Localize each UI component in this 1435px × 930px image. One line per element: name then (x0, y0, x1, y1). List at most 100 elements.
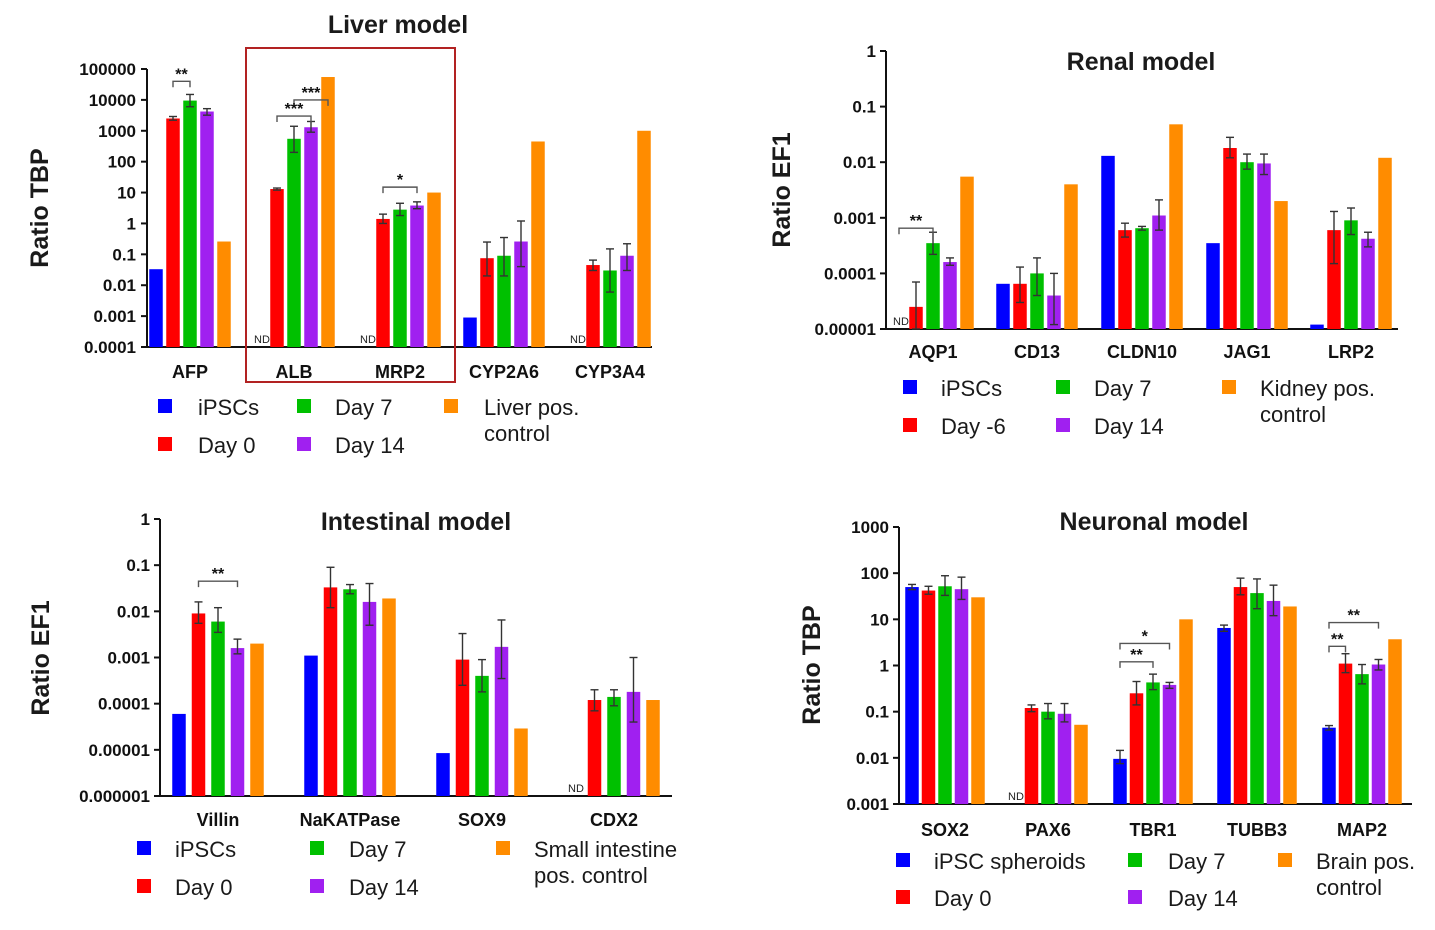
bar-red (480, 258, 494, 347)
legend-swatch-purple (1056, 418, 1070, 432)
chart-title: Liver model (328, 11, 468, 39)
legend-label: iPSCs (175, 837, 236, 862)
panel-neuronal-model: Neuronal model Ratio TBP 1000 100 10 1 0.1 0.01… (798, 508, 1415, 911)
x-category-label: AFP (172, 362, 208, 382)
y-tick-label: 0.001 (107, 649, 150, 668)
y-tick-label: 1 (867, 42, 876, 61)
y-tick-label: 10 (870, 610, 889, 629)
significance-bracket (898, 227, 934, 235)
chart-title: Intestinal model (321, 508, 511, 536)
bar-blue (1217, 627, 1231, 804)
significance-label: *** (285, 101, 304, 118)
bar-red (376, 218, 390, 347)
y-tick-label: 0.0001 (824, 264, 876, 283)
x-category-label: SOX9 (458, 810, 506, 830)
significance-label: ** (175, 66, 188, 83)
legend-swatch-orange (444, 399, 458, 413)
bar-blue (1310, 324, 1324, 329)
legend-swatch-orange (496, 841, 510, 855)
y-tick-label: 0.001 (833, 209, 876, 228)
legend-swatch-blue (896, 853, 910, 867)
bar-purple (1266, 600, 1281, 804)
legend-swatch-red (896, 890, 910, 904)
significance-label: * (1142, 628, 1149, 645)
y-tick-label: 10000 (89, 91, 136, 110)
bar-orange (1064, 184, 1078, 329)
bar-blue (1113, 758, 1127, 804)
significance-bracket (1119, 661, 1154, 668)
y-tick-label: 0.001 (93, 307, 136, 326)
bar-red (1327, 230, 1341, 329)
bar-orange (637, 130, 651, 347)
significance-bracket (1328, 621, 1380, 629)
legend-swatch-red (158, 437, 172, 451)
significance-label: ** (1331, 631, 1344, 648)
y-axis-label: Ratio TBP (26, 148, 54, 267)
y-tick-label: 1 (141, 510, 150, 529)
y-tick-label: 0.00001 (89, 741, 150, 760)
bar-purple (410, 205, 424, 347)
bar-red (270, 189, 284, 347)
bar-red (586, 265, 600, 347)
bar-green (183, 100, 197, 347)
bar-blue (1101, 155, 1115, 329)
bar-red (191, 613, 206, 796)
x-category-label: NaKATPase (300, 810, 401, 830)
legend-swatch-green (310, 841, 324, 855)
bar-orange (1169, 124, 1183, 329)
bar-red (323, 587, 338, 796)
legend-label: iPSC spheroids (934, 849, 1086, 874)
legend-label: Day 0 (934, 886, 991, 911)
bar-purple (1361, 238, 1375, 329)
legend-label: Day 7 (349, 837, 406, 862)
bar-purple (1152, 215, 1166, 329)
x-category-label: MRP2 (375, 362, 425, 382)
bar-purple (1257, 163, 1271, 329)
bar-green (1240, 162, 1254, 329)
bar-red (921, 590, 936, 804)
legend-label: Day 0 (198, 433, 255, 458)
x-category-label: CD13 (1014, 342, 1060, 362)
bar-orange (1283, 606, 1297, 804)
legend-swatch-orange (1222, 380, 1236, 394)
y-tick-label: 100 (861, 564, 889, 583)
legend-label: Day 7 (1168, 849, 1225, 874)
highlight-box (245, 47, 456, 383)
bar-blue (1322, 727, 1336, 804)
legend-swatch-blue (137, 841, 151, 855)
bar-red (1024, 708, 1039, 804)
y-axis-label: Ratio TBP (798, 605, 826, 724)
bar-red (1118, 230, 1132, 329)
legend-label: Day 0 (175, 875, 232, 900)
significance-label: ** (212, 566, 225, 583)
x-category-label: ALB (276, 362, 313, 382)
bar-orange (971, 597, 985, 804)
x-category-label: CYP2A6 (469, 362, 539, 382)
bar-purple (200, 111, 214, 347)
bar-green (1135, 228, 1149, 329)
x-category-label: AQP1 (908, 342, 957, 362)
bar-orange (646, 700, 660, 796)
significance-bracket (1328, 645, 1347, 653)
legend-label-line2: control (1316, 875, 1382, 900)
legend-swatch-purple (297, 437, 311, 451)
y-tick-label: 0.01 (103, 276, 136, 295)
significance-label: ** (910, 213, 923, 230)
legend-label: Kidney pos. (1260, 376, 1375, 401)
significance-label: * (397, 172, 404, 189)
legend-label: Small intestine (534, 837, 677, 862)
bar-green (287, 138, 301, 347)
bar-green (343, 589, 357, 796)
bar-purple (494, 646, 509, 796)
x-category-label: SOX2 (921, 820, 969, 840)
legend-label: Liver pos. (484, 395, 579, 420)
significance-bracket (293, 99, 329, 106)
significance-label: ** (1348, 608, 1361, 625)
bar-green (607, 696, 621, 796)
y-tick-label: 1 (127, 214, 136, 233)
chart-title: Renal model (1067, 48, 1216, 76)
significance-label: *** (302, 85, 321, 102)
y-tick-label: 0.001 (846, 795, 889, 814)
x-category-label: JAG1 (1223, 342, 1270, 362)
